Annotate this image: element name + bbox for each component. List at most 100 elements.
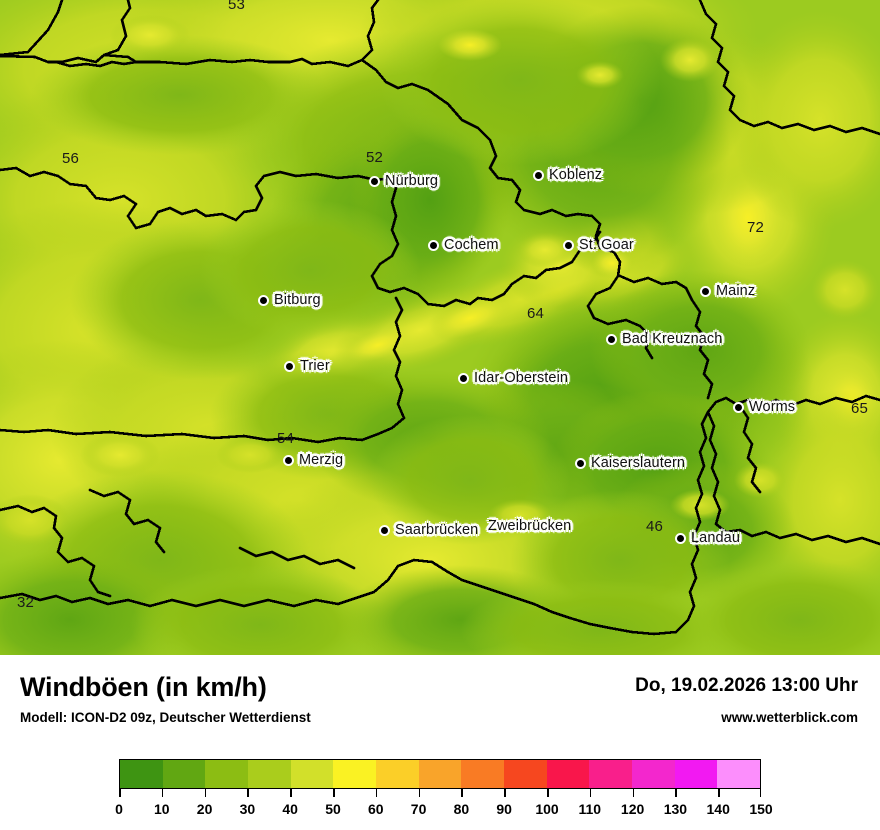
- colorbar-swatch: [205, 760, 249, 788]
- colorbar-tick-label: 80: [453, 801, 470, 817]
- colorbar-swatch: [376, 760, 419, 788]
- city-dot-icon: [675, 532, 686, 544]
- contour-value-label: 32: [17, 594, 35, 611]
- city-label: Kaiserslautern: [591, 455, 686, 471]
- city-label: Worms: [749, 399, 796, 415]
- colorbar-swatch: [632, 760, 675, 788]
- colorbar-tick: [632, 789, 635, 797]
- city-dot-icon: [284, 360, 295, 372]
- colorbar-tick: [759, 789, 761, 797]
- wind-gust-map[interactable]: Nürburg Koblenz Cochem St. Goar Mainz Bitburg…: [0, 0, 880, 655]
- colorbar-tick-label: 90: [496, 801, 512, 817]
- city-label: Bitburg: [274, 292, 321, 308]
- city-dot-icon: [700, 285, 711, 297]
- city-dot-icon: [733, 401, 744, 413]
- city-marker-st-goar[interactable]: St. Goar: [563, 237, 634, 253]
- colorbar-swatch: [162, 760, 206, 788]
- colorbar-tick: [589, 789, 592, 797]
- colorbar-tick-label: 110: [578, 801, 602, 817]
- city-marker-trier[interactable]: Trier: [284, 358, 330, 374]
- city-marker-landau[interactable]: Landau: [675, 530, 740, 546]
- colorbar-swatch: [248, 760, 291, 788]
- colorbar-tick: [547, 789, 549, 797]
- colorbar-tick-label: 10: [154, 801, 170, 817]
- city-label: Merzig: [299, 452, 344, 468]
- city-marker-bad-kreuznach[interactable]: Bad Kreuznach: [606, 331, 722, 347]
- colorbar-tick-labels: 0 10 20 30 40 50 60 70 80 90 100 110 120 130 140 150: [115, 799, 773, 821]
- colorbar-swatch: [120, 760, 163, 788]
- contour-value-label: 72: [747, 219, 765, 236]
- colorbar-ticks: [119, 789, 761, 799]
- colorbar-tick: [375, 789, 378, 797]
- city-marker-worms[interactable]: Worms: [733, 399, 795, 415]
- contour-value-label: 53: [228, 0, 246, 13]
- colorbar-tick: [461, 789, 463, 797]
- city-marker-n-rburg[interactable]: Nürburg: [369, 173, 438, 189]
- contour-value-label: 46: [646, 518, 664, 535]
- city-label: St. Goar: [579, 237, 634, 253]
- city-marker-saarbr-cken[interactable]: Saarbrücken: [379, 522, 478, 538]
- colorbar-tick-label: 50: [325, 801, 341, 817]
- colorbar-tick-label: 30: [239, 801, 256, 817]
- city-marker-kaiserslautern[interactable]: Kaiserslautern: [575, 455, 685, 471]
- city-dot-icon: [533, 169, 544, 181]
- city-dot-icon: [458, 372, 469, 384]
- colorbar-tick-label: 130: [663, 801, 688, 817]
- colorbar-tick: [290, 789, 292, 797]
- colorbar-tick-label: 150: [749, 801, 773, 817]
- contour-value-label: 64: [527, 305, 545, 322]
- colorbar-tick-label: 120: [620, 801, 645, 817]
- colorbar-swatch: [333, 760, 377, 788]
- colorbar-tick-label: 70: [410, 801, 427, 817]
- city-marker-koblenz[interactable]: Koblenz: [533, 167, 602, 183]
- city-marker-bitburg[interactable]: Bitburg: [258, 292, 321, 308]
- legend-footer: Windböen (in km/h) Modell: ICON-D2 09z, …: [0, 655, 880, 830]
- colorbar-tick-label: 20: [196, 801, 213, 817]
- colorbar-swatch: [674, 760, 718, 788]
- colorbar-swatch: [589, 760, 633, 788]
- city-marker-cochem[interactable]: Cochem: [428, 237, 499, 253]
- colorbar-tick: [161, 789, 164, 797]
- colorbar-tick: [119, 789, 121, 797]
- colorbar-tick-label: 0: [115, 801, 123, 817]
- valid-time-label: Do, 19.02.2026 13:00 Uhr: [635, 675, 858, 696]
- colorbar-swatch: [546, 760, 590, 788]
- city-label: Trier: [300, 358, 330, 374]
- city-dot-icon: [379, 524, 390, 536]
- colorbar-tick: [204, 789, 207, 797]
- city-label: Bad Kreuznach: [622, 331, 723, 347]
- colorbar-swatch: [418, 760, 462, 788]
- city-label: Koblenz: [549, 167, 603, 183]
- colorbar: 0 10 20 30 40 50 60 70 80 90 100 110 120 130 140 150: [115, 759, 773, 821]
- city-marker-mainz[interactable]: Mainz: [700, 283, 755, 299]
- colorbar-swatches: [119, 759, 761, 789]
- city-label: Nürburg: [385, 173, 439, 189]
- colorbar-tick-label: 40: [282, 801, 298, 817]
- city-label: Saarbrücken: [395, 522, 479, 538]
- city-label: Cochem: [444, 237, 499, 253]
- page-title: Windböen (in km/h): [20, 672, 267, 702]
- colorbar-tick-label: 100: [535, 801, 559, 817]
- colorbar-tick: [333, 789, 335, 797]
- city-marker-merzig[interactable]: Merzig: [283, 452, 343, 468]
- colorbar-swatch: [504, 760, 547, 788]
- city-dot-icon: [428, 239, 439, 251]
- city-marker-idar-oberstein[interactable]: Idar-Oberstein: [458, 370, 568, 386]
- colorbar-swatch: [290, 760, 334, 788]
- colorbar-tick: [247, 789, 249, 797]
- city-marker-zweibr-cken[interactable]: Zweibrücken: [488, 518, 571, 534]
- city-dot-icon: [283, 454, 294, 466]
- city-dot-icon: [575, 457, 586, 469]
- colorbar-tick: [718, 789, 720, 797]
- city-dot-icon: [258, 294, 269, 306]
- contour-value-label: 65: [851, 400, 869, 417]
- contour-value-label: 52: [366, 149, 384, 166]
- colorbar-tick-label: 140: [706, 801, 730, 817]
- colorbar-swatch: [717, 760, 761, 788]
- city-label: Idar-Oberstein: [474, 370, 569, 386]
- colorbar-tick: [418, 789, 421, 797]
- map-raster-layer: [0, 0, 880, 655]
- contour-value-label: 54: [277, 430, 295, 447]
- city-dot-icon: [563, 239, 574, 251]
